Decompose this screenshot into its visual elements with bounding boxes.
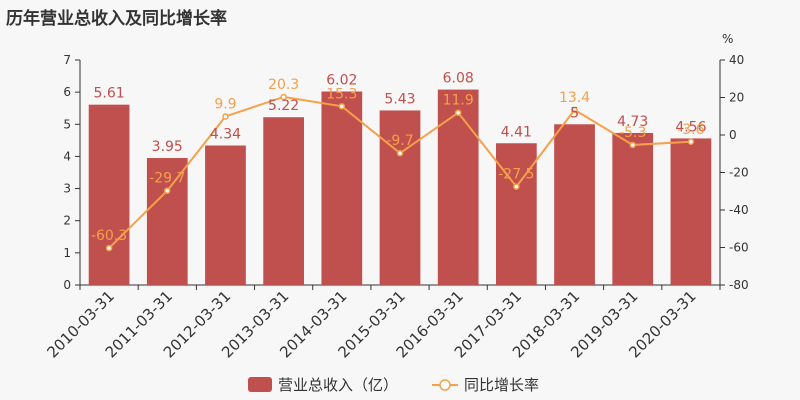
right-axis-tick-label: 40 [729, 53, 744, 67]
line-point [105, 244, 113, 252]
bar-value-label: 4.41 [501, 124, 532, 140]
right-axis-tick-label: -80 [729, 278, 749, 292]
line-point [513, 183, 520, 190]
left-axis-tick-label: 6 [63, 85, 71, 99]
bar [88, 104, 130, 285]
bar [321, 91, 363, 285]
bar [146, 158, 188, 285]
line-value-label: -29.7 [149, 171, 185, 187]
line-point [454, 109, 462, 116]
right-axis-tick-label: -60 [729, 241, 749, 255]
left-axis-tick-label: 2 [63, 214, 71, 228]
bar [554, 124, 595, 286]
bar [205, 145, 246, 285]
bar [612, 132, 654, 285]
bar-value-label: 5 [570, 105, 579, 121]
left-axis-tick-label: 7 [63, 53, 71, 67]
legend-line-label: 同比增长率 [464, 376, 539, 394]
line-value-label: -60.3 [91, 228, 127, 244]
left-axis-tick-label: 5 [63, 117, 71, 131]
line-value-label: -9.7 [386, 133, 413, 149]
right-axis-tick-label: 0 [729, 128, 737, 142]
line-value-label: 20.3 [268, 77, 299, 93]
bar [496, 143, 537, 285]
bar [263, 117, 304, 285]
line-point [396, 149, 404, 157]
bar-value-label: 5.43 [384, 91, 415, 107]
left-axis-tick-label: 1 [63, 246, 71, 260]
line-point [164, 187, 171, 194]
right-axis-tick-label: 20 [729, 91, 744, 105]
right-axis-tick-label: -40 [729, 203, 749, 217]
bar-value-label: 5.61 [94, 86, 125, 102]
line-value-label: 11.9 [443, 93, 474, 109]
chart-title: 历年营业总收入及同比增长率 [6, 9, 227, 29]
line-value-label: 13.4 [559, 90, 590, 106]
legend-bar-label: 营业总收入（亿） [278, 376, 398, 394]
line-value-label: 15.3 [326, 86, 357, 102]
bar [379, 110, 421, 285]
right-axis-tick-label: -20 [729, 166, 749, 180]
line-point [280, 93, 287, 101]
line-value-label: -27.5 [498, 167, 534, 183]
line-point [687, 138, 695, 145]
right-axis-unit: % [722, 32, 733, 46]
line-point [571, 106, 578, 114]
bar-value-label: 3.95 [152, 139, 183, 155]
line-value-label: -5.3 [619, 125, 646, 141]
bar-value-label: 4.73 [617, 114, 648, 130]
left-axis-tick-label: 3 [63, 182, 71, 196]
left-axis-tick-label: 4 [63, 149, 71, 163]
bar [670, 138, 712, 285]
line-value-label: -3.6 [677, 122, 704, 138]
bar-value-label: 5.22 [268, 98, 299, 114]
bar-value-label: 4.56 [675, 119, 706, 135]
bar-value-label: 6.08 [443, 71, 474, 87]
left-axis-tick-label: 0 [63, 278, 71, 292]
line-value-label: 9.9 [214, 96, 236, 112]
line-point [629, 141, 636, 149]
legend-line-marker [439, 379, 451, 391]
line-point [338, 103, 346, 110]
bar-value-label: 4.34 [210, 127, 241, 143]
legend-bar-swatch [248, 377, 272, 392]
line-point [222, 113, 229, 120]
bar-value-label: 6.02 [326, 73, 357, 89]
bar [437, 89, 479, 285]
